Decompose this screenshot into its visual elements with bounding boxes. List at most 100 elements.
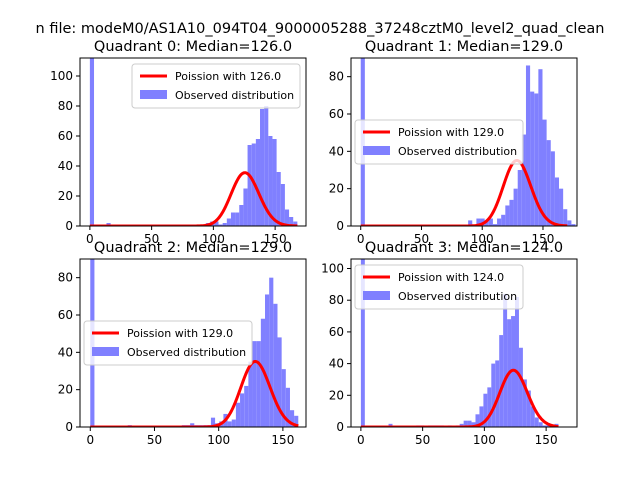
subplot-title: Quadrant 0: Median=126.0 xyxy=(94,39,292,55)
y-tick-label: 60 xyxy=(58,129,73,143)
histogram-bar xyxy=(530,406,535,427)
legend-frame xyxy=(354,119,524,165)
y-tick-label: 20 xyxy=(58,189,73,203)
histogram-bar xyxy=(260,109,265,226)
histogram-bar xyxy=(360,259,365,427)
histogram-bar xyxy=(244,385,249,427)
legend-bar-swatch xyxy=(363,146,390,155)
y-tick-label: 40 xyxy=(329,357,344,371)
y-tick-label: 60 xyxy=(58,308,73,322)
y-tick-label: 60 xyxy=(329,107,344,121)
legend-frame xyxy=(131,63,301,109)
histogram-bar xyxy=(491,363,496,427)
histogram-bar xyxy=(501,214,506,226)
axes-frame xyxy=(350,57,578,227)
histogram-bar xyxy=(227,421,232,427)
subplots: 0 50 100 150 0 20 40 60 80 100 Quadrant 0: Median=… xyxy=(50,39,578,447)
histogram-bar xyxy=(479,406,484,427)
histogram-bar xyxy=(285,387,290,427)
histogram-bar xyxy=(273,303,278,427)
histogram-bars xyxy=(360,259,559,427)
subplot-quadrant-1: 0 50 100 150 0 20 40 60 80 Quadrant 1: Median=129… xyxy=(329,39,578,246)
histogram-bar xyxy=(243,188,248,226)
histogram-bar xyxy=(269,277,274,427)
legend-label-poisson: Poission with 124.0 xyxy=(398,271,504,284)
histogram-bar xyxy=(509,199,514,226)
legend-label-poisson: Poission with 129.0 xyxy=(127,327,233,340)
histogram-bar xyxy=(240,393,245,427)
histogram-bar xyxy=(513,188,518,226)
y-tick-label: 0 xyxy=(65,420,73,434)
x-tick-label: 0 xyxy=(357,433,365,447)
legend-bar-swatch xyxy=(92,347,119,356)
legend-label-observed: Observed distribution xyxy=(398,145,517,158)
histogram-bar xyxy=(268,136,273,226)
histogram-bar xyxy=(255,139,261,226)
histogram-bar xyxy=(218,224,223,226)
histogram-bar xyxy=(522,379,527,427)
histogram-bar xyxy=(293,221,298,226)
y-tick-label: 20 xyxy=(58,383,73,397)
histogram-bar xyxy=(247,145,252,226)
histogram-bar xyxy=(459,423,464,427)
y-tick-label: 80 xyxy=(58,99,73,113)
x-tick-label: 50 xyxy=(414,232,429,246)
histogram-bar xyxy=(276,172,281,226)
y-tick-label: 0 xyxy=(336,420,344,434)
histogram-bar xyxy=(272,139,277,226)
x-tick-label: 50 xyxy=(147,433,162,447)
histogram-bar xyxy=(488,218,493,226)
histogram-bar xyxy=(546,140,551,226)
legend-frame xyxy=(83,320,253,366)
histogram-bar xyxy=(518,347,523,427)
histogram-bar xyxy=(563,209,568,226)
legend: Poission with 124.0 Observed distribution xyxy=(354,264,524,310)
histogram-bar xyxy=(534,93,539,226)
histogram-bar xyxy=(521,134,526,226)
y-tick-label: 40 xyxy=(58,159,73,173)
y-tick-label: 80 xyxy=(329,293,344,307)
histogram-bar xyxy=(214,221,219,226)
histogram-bar xyxy=(554,177,560,226)
legend-label-observed: Observed distribution xyxy=(398,290,517,303)
x-tick-label: 0 xyxy=(357,232,365,246)
subplot-title: Quadrant 1: Median=129.0 xyxy=(365,39,563,55)
histogram-bar xyxy=(281,369,286,427)
y-tick-label: 0 xyxy=(65,219,73,233)
histogram-bar xyxy=(550,151,555,226)
histogram-bar xyxy=(222,223,227,226)
subplot-quadrant-3: 0 50 100 150 0 20 40 60 80 100 Quadrant 3: Median=… xyxy=(321,240,578,447)
y-tick-label: 40 xyxy=(329,144,344,158)
histogram-bar xyxy=(559,188,564,226)
histogram-bar xyxy=(542,119,547,226)
histogram-bar xyxy=(190,423,195,427)
histogram-bar xyxy=(289,410,295,427)
histogram-bar xyxy=(294,415,299,427)
histogram-bar xyxy=(542,425,547,427)
axes-frame xyxy=(79,258,307,428)
x-tick-label: 150 xyxy=(532,232,555,246)
x-tick-label: 0 xyxy=(86,232,94,246)
legend-bar-swatch xyxy=(363,291,390,300)
histogram-bar xyxy=(230,212,236,226)
x-tick-label: 50 xyxy=(144,232,159,246)
y-tick-label: 80 xyxy=(329,70,344,84)
histogram-bar xyxy=(571,224,576,226)
y-tick-label: 100 xyxy=(50,69,73,83)
histogram-bar xyxy=(525,65,531,226)
histogram-bar xyxy=(248,361,253,427)
histogram-bar xyxy=(231,419,236,427)
y-tick-label: 20 xyxy=(329,182,344,196)
histogram-bar xyxy=(235,212,240,226)
x-tick-label: 0 xyxy=(86,433,94,447)
y-tick-label: 0 xyxy=(336,219,344,233)
histogram-bar xyxy=(495,360,500,427)
x-tick-label: 100 xyxy=(207,433,230,447)
histogram-bar xyxy=(235,402,241,427)
histogram-bar xyxy=(289,217,294,226)
histogram-bar xyxy=(487,387,492,427)
histogram-bar xyxy=(468,220,473,226)
legend-label-poisson: Poission with 129.0 xyxy=(398,126,504,139)
